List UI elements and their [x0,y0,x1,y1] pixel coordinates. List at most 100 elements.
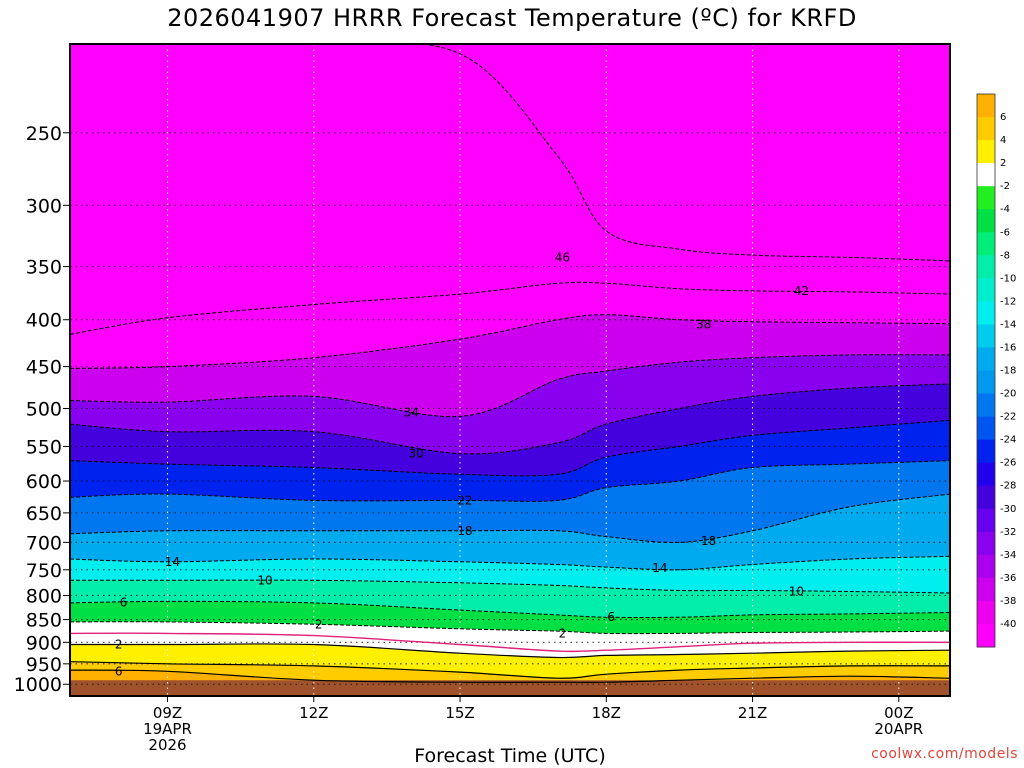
x-tick-label-18Z-0: 18Z [592,704,621,722]
y-tick-label-300: 300 [26,195,62,217]
contour-label-12: 6 [120,595,128,609]
colorbar-tick--38: -38 [1000,596,1016,607]
y-tick-label-250: 250 [26,123,62,145]
colorbar-tick--34: -34 [1000,550,1016,561]
colorbar-tick--2: -2 [1000,181,1010,192]
colorbar-swatch-4 [977,117,995,141]
colorbar-swatch--6 [977,209,995,233]
plot-frame [69,43,951,697]
colorbar-tick--4: -4 [1000,204,1010,215]
colorbar-frame [976,93,996,648]
x-tick-label-09Z-1: 19APR [143,720,192,738]
contour--2 [70,621,950,635]
contour-label-2: 38 [696,318,711,332]
colorbar-tick--22: -22 [1000,412,1016,423]
y-tick-label-1000: 1000 [14,674,62,696]
y-tick-label-400: 400 [26,310,62,332]
contour-label-9: 14 [652,561,667,575]
colorbar-swatch--26 [977,439,995,464]
colorbar-tick--30: -30 [1000,504,1016,515]
y-tick-label-600: 600 [26,471,62,493]
chart-title: 2026041907 HRRR Forecast Temperature (ºC… [167,4,857,32]
contour-label-17: 6 [115,664,123,678]
colorbar-swatch--18 [977,347,995,371]
y-tick-label-950: 950 [26,654,62,676]
contour-0 [70,632,950,653]
colorbar-swatch--60 [977,623,995,648]
x-tick-label-21Z-0: 21Z [738,704,767,722]
y-tick-label-450: 450 [26,357,62,379]
colorbar-swatch--12 [977,278,995,302]
contour-label-15: 2 [559,626,567,640]
colorbar-tick--18: -18 [1000,366,1016,377]
y-tick-label-350: 350 [26,257,62,279]
contour-label-11: 10 [789,584,804,598]
contour-4 [70,661,950,679]
contour--30 [70,383,950,455]
y-tick-label-700: 700 [26,532,62,554]
colorbar-tick--26: -26 [1000,458,1016,469]
x-tick-label-00Z-1: 20APR [874,720,923,738]
contour-label-0: 46 [555,250,570,264]
y-tick-label-800: 800 [26,585,62,607]
contour-label-7: 18 [701,534,716,548]
y-tick-label-900: 900 [26,632,62,654]
colorbar-tick--28: -28 [1000,481,1016,492]
contour--14 [70,555,950,571]
colorbar-tick--6: -6 [1000,227,1010,238]
contour--10 [70,579,950,594]
colorbar-swatch--10 [977,255,995,279]
y-axis: 2503003504004505005506006507007508008509… [14,123,70,696]
contour--34 [70,354,950,418]
colorbar-swatch-6 [977,94,995,118]
contour--22 [70,460,950,502]
x-tick-label-09Z-2: 2026 [148,736,186,754]
contour-lines [70,44,950,683]
y-tick-label-500: 500 [26,399,62,421]
x-tick-label-09Z-0: 09Z [153,704,182,722]
y-tick-label-850: 850 [26,610,62,632]
colorbar-swatch--20 [977,370,995,395]
contour-label-10: 10 [257,573,272,587]
contour--6 [70,600,950,618]
contour-label-8: 14 [165,555,180,569]
colorbar-swatch--32 [977,508,995,533]
contour--42 [70,281,950,335]
colorbar-swatch--38 [977,577,995,602]
x-tick-label-00Z-0: 00Z [884,704,913,722]
y-tick-label-750: 750 [26,560,62,582]
contour-label-3: 34 [404,405,419,419]
colorbar-tick-6: 6 [1000,112,1006,123]
colorbar-tick-2: 2 [1000,158,1006,169]
colorbar-swatch--24 [977,416,995,441]
x-tick-label-12Z-0: 12Z [299,704,328,722]
colorbar-swatch--8 [977,232,995,256]
colorbar-swatch--28 [977,462,995,487]
colorbar-tick--32: -32 [1000,527,1016,538]
contour-label-16: 2 [115,638,123,652]
contour-label-5: 22 [457,493,472,507]
y-tick-label-650: 650 [26,503,62,525]
colorbar-tick-4: 4 [1000,135,1006,146]
colorbar-swatch--4 [977,186,995,210]
colorbar-swatch--16 [977,324,995,348]
colorbar-swatch--22 [977,393,995,418]
temperature-shading [70,44,950,696]
colorbar-tick--24: -24 [1000,435,1016,446]
grid-lines [70,44,950,696]
colorbar-tick--10: -10 [1000,273,1016,284]
colorbar-tick--36: -36 [1000,573,1016,584]
x-tick-label-15Z-0: 15Z [445,704,474,722]
contour-label-4: 30 [409,447,424,461]
colorbar-tick--14: -14 [1000,319,1016,330]
contour-label-14: 2 [315,618,323,632]
contour-6 [70,669,950,683]
colorbar-swatch--40 [977,600,995,625]
contour-label-13: 6 [607,610,615,624]
colorbar-swatch--36 [977,554,995,579]
y-tick-label-550: 550 [26,436,62,458]
colorbar-swatch--30 [977,485,995,510]
